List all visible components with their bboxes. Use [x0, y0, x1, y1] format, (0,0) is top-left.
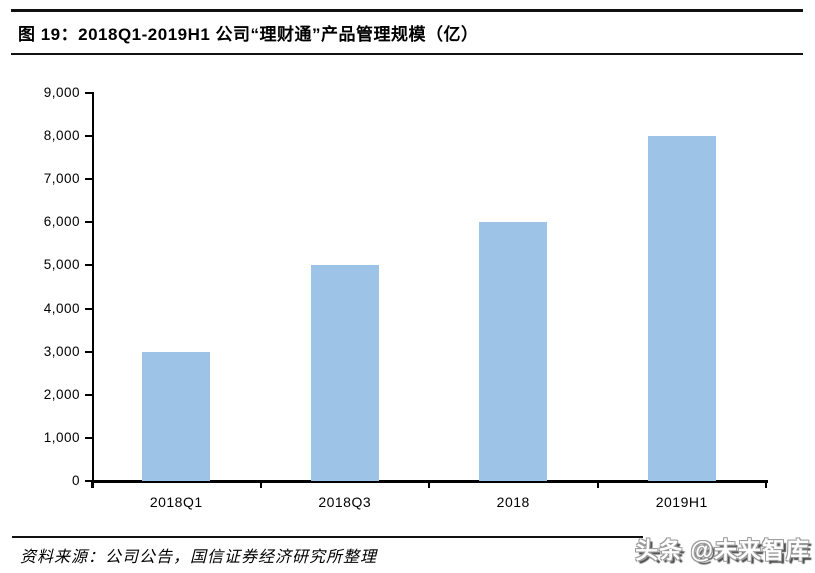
y-tick-label: 3,000 [43, 343, 80, 359]
x-category-label: 2018 [496, 494, 530, 510]
x-category-label: 2018Q3 [318, 494, 372, 510]
bar-2018Q1 [142, 351, 211, 481]
y-axis-tick [85, 92, 92, 94]
x-axis [92, 480, 768, 483]
y-tick-label: 7,000 [43, 171, 80, 187]
x-axis-tick [765, 481, 767, 488]
x-axis-tick [428, 481, 430, 488]
y-axis-tick [85, 350, 92, 353]
source-note: 资料来源：公司公告，国信证券经济研究所整理 [20, 547, 378, 566]
y-axis [92, 92, 94, 488]
watermark: 头条 @未来智库 [635, 537, 810, 563]
y-axis-tick [85, 221, 92, 224]
source-divider-rule [12, 536, 643, 538]
bar-2018 [479, 222, 548, 481]
y-tick-label: 6,000 [43, 214, 80, 230]
x-axis-tick [259, 481, 262, 488]
figure-title: 图 19：2018Q1-2019H1 公司“理财通”产品管理规模（亿） [18, 25, 479, 44]
top-rule [11, 9, 803, 12]
bar-2019H1 [647, 136, 716, 481]
y-axis-tick [85, 264, 92, 267]
y-tick-label: 4,000 [43, 300, 80, 316]
y-axis-tick [85, 436, 92, 439]
y-tick-label: 5,000 [43, 257, 80, 273]
y-tick-label: 8,000 [43, 128, 80, 144]
y-axis-tick [85, 178, 92, 181]
y-tick-label: 0 [71, 473, 80, 488]
y-axis-tick [85, 480, 92, 482]
y-axis-tick [85, 393, 92, 396]
y-tick-label: 2,000 [43, 386, 80, 402]
y-axis-tick [85, 307, 92, 310]
y-tick-label: 1,000 [43, 429, 80, 445]
x-axis-tick [91, 481, 93, 488]
title-underline-rule [11, 53, 803, 55]
x-category-label: 2019H1 [655, 494, 708, 510]
x-category-label: 2018Q1 [149, 494, 203, 510]
x-axis-tick [596, 481, 599, 488]
y-tick-label: 9,000 [43, 85, 80, 100]
bar-2018Q3 [310, 265, 379, 481]
y-axis-tick [85, 135, 92, 138]
